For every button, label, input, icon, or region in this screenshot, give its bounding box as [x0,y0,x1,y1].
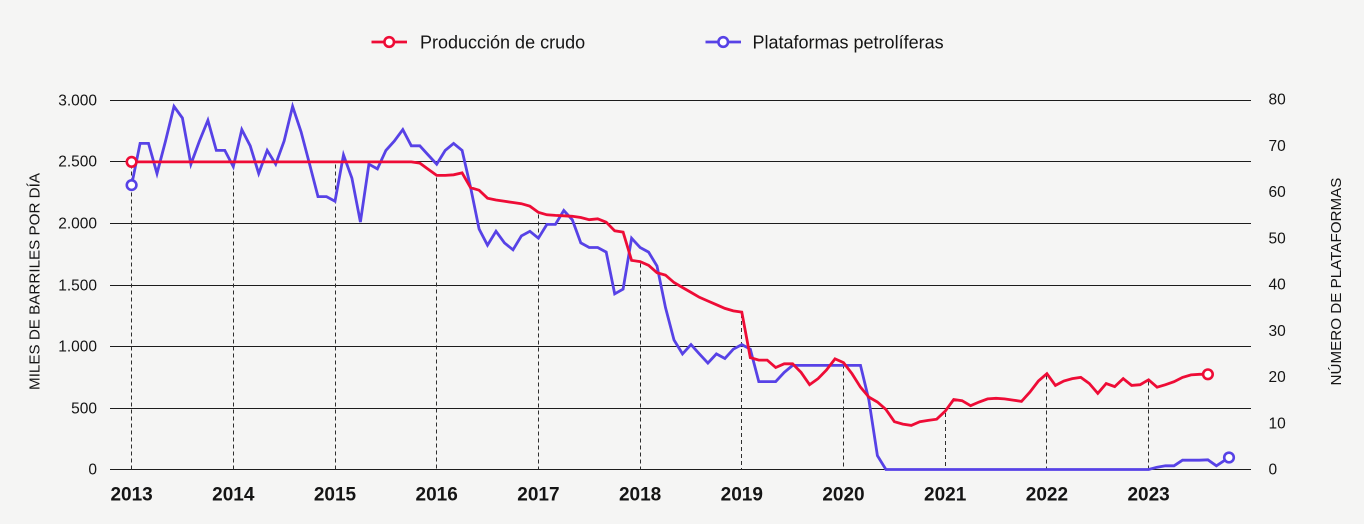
svg-text:40: 40 [1269,277,1287,294]
svg-text:Plataformas petrolíferas: Plataformas petrolíferas [753,33,944,53]
svg-text:1.000: 1.000 [58,339,97,356]
svg-text:2.000: 2.000 [58,216,97,233]
svg-text:2.500: 2.500 [58,154,97,171]
svg-text:3.000: 3.000 [58,93,97,110]
svg-text:2020: 2020 [822,485,864,506]
svg-text:0: 0 [88,462,97,479]
svg-text:2014: 2014 [212,485,255,506]
svg-text:2022: 2022 [1026,485,1068,506]
svg-text:2016: 2016 [416,485,458,506]
svg-text:2018: 2018 [619,485,661,506]
svg-text:50: 50 [1269,230,1287,247]
svg-text:Producción de crudo: Producción de crudo [420,33,585,53]
svg-text:30: 30 [1269,323,1287,340]
svg-text:0: 0 [1269,462,1278,479]
svg-text:80: 80 [1269,92,1287,109]
svg-text:1.500: 1.500 [58,278,97,295]
svg-text:70: 70 [1269,138,1287,155]
svg-text:20: 20 [1269,369,1287,386]
svg-text:2017: 2017 [517,485,559,506]
svg-text:2015: 2015 [314,485,357,506]
svg-text:NÚMERO DE PLATAFORMAS: NÚMERO DE PLATAFORMAS [1328,178,1345,386]
svg-text:2019: 2019 [721,485,763,506]
svg-text:2021: 2021 [924,485,967,506]
svg-text:10: 10 [1269,415,1287,432]
svg-text:60: 60 [1269,184,1287,201]
svg-text:500: 500 [71,401,97,418]
svg-text:MILES DE BARRILES POR DÍA: MILES DE BARRILES POR DÍA [27,172,44,390]
svg-text:2023: 2023 [1127,485,1169,506]
svg-text:2013: 2013 [110,485,152,506]
